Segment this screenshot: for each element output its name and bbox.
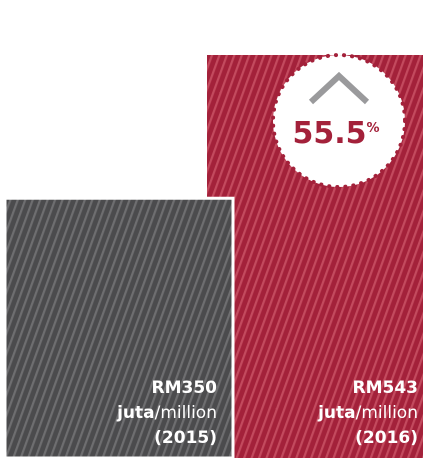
value-label: RM543	[353, 378, 419, 398]
growth-value: 55.5%	[292, 116, 379, 151]
unit-label: juta/million	[116, 403, 217, 423]
category-label: (2016)	[355, 428, 418, 448]
unit-part: /	[155, 403, 161, 423]
value-label: RM350	[152, 378, 218, 398]
up-chevron	[308, 71, 370, 105]
bar	[3, 196, 235, 458]
growth-badge: 55.5%	[271, 53, 407, 189]
badge-circle	[271, 53, 407, 189]
unit-part: million	[361, 403, 418, 423]
unit-part: juta	[116, 403, 155, 423]
unit-part: juta	[317, 403, 356, 423]
growth-number: 55.5	[292, 116, 366, 151]
unit-label: juta/million	[317, 403, 418, 423]
category-label: (2015)	[154, 428, 217, 448]
unit-part: /	[356, 403, 362, 423]
unit-part: million	[160, 403, 217, 423]
growth-unit: %	[367, 121, 380, 136]
